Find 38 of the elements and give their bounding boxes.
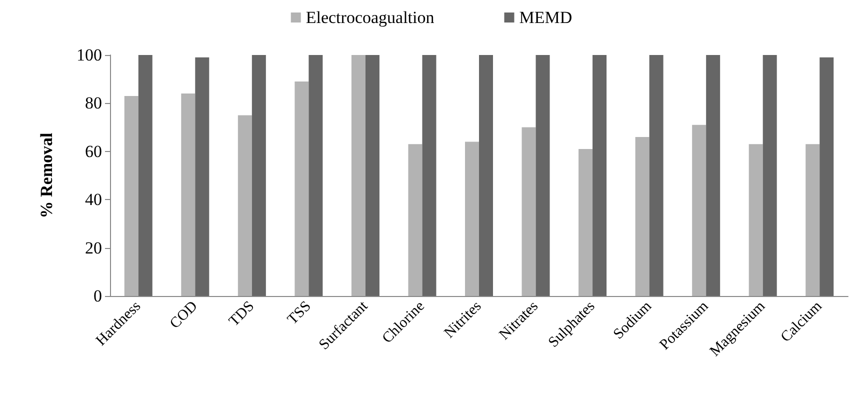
x-tick-label: COD	[167, 298, 201, 332]
legend-label: Electrocoagualtion	[306, 8, 435, 27]
y-tick-label: 80	[85, 94, 102, 113]
bar	[365, 55, 380, 296]
bar	[138, 55, 152, 296]
bar	[578, 148, 593, 296]
bar	[820, 57, 834, 296]
bar	[536, 55, 550, 296]
bar	[181, 94, 196, 296]
bar	[308, 55, 323, 296]
x-tick-label: TDS	[226, 298, 258, 330]
bar	[806, 144, 820, 296]
y-tick-label: 60	[85, 142, 102, 161]
y-tick-label: 40	[85, 190, 102, 210]
bar	[692, 124, 706, 296]
y-tick-label: 20	[85, 238, 102, 258]
y-tick-label: 0	[94, 286, 102, 306]
legend-label: MEMD	[519, 8, 572, 27]
bar	[408, 144, 422, 296]
bar	[748, 144, 763, 296]
bar	[522, 127, 536, 296]
bar	[238, 115, 252, 296]
bar	[762, 55, 777, 296]
y-tick-label: 100	[76, 46, 102, 64]
bar	[294, 82, 309, 296]
bar	[195, 57, 210, 296]
y-axis-title: % Removal	[37, 132, 56, 218]
bar	[592, 55, 607, 296]
bar	[465, 142, 479, 296]
bar	[422, 55, 436, 296]
bar	[635, 136, 650, 296]
bar	[124, 96, 138, 296]
x-tick-label: TSS	[284, 298, 314, 328]
bar	[252, 55, 266, 296]
bar	[351, 55, 366, 296]
bar	[649, 55, 664, 296]
bar	[706, 55, 720, 296]
bar	[479, 55, 493, 296]
